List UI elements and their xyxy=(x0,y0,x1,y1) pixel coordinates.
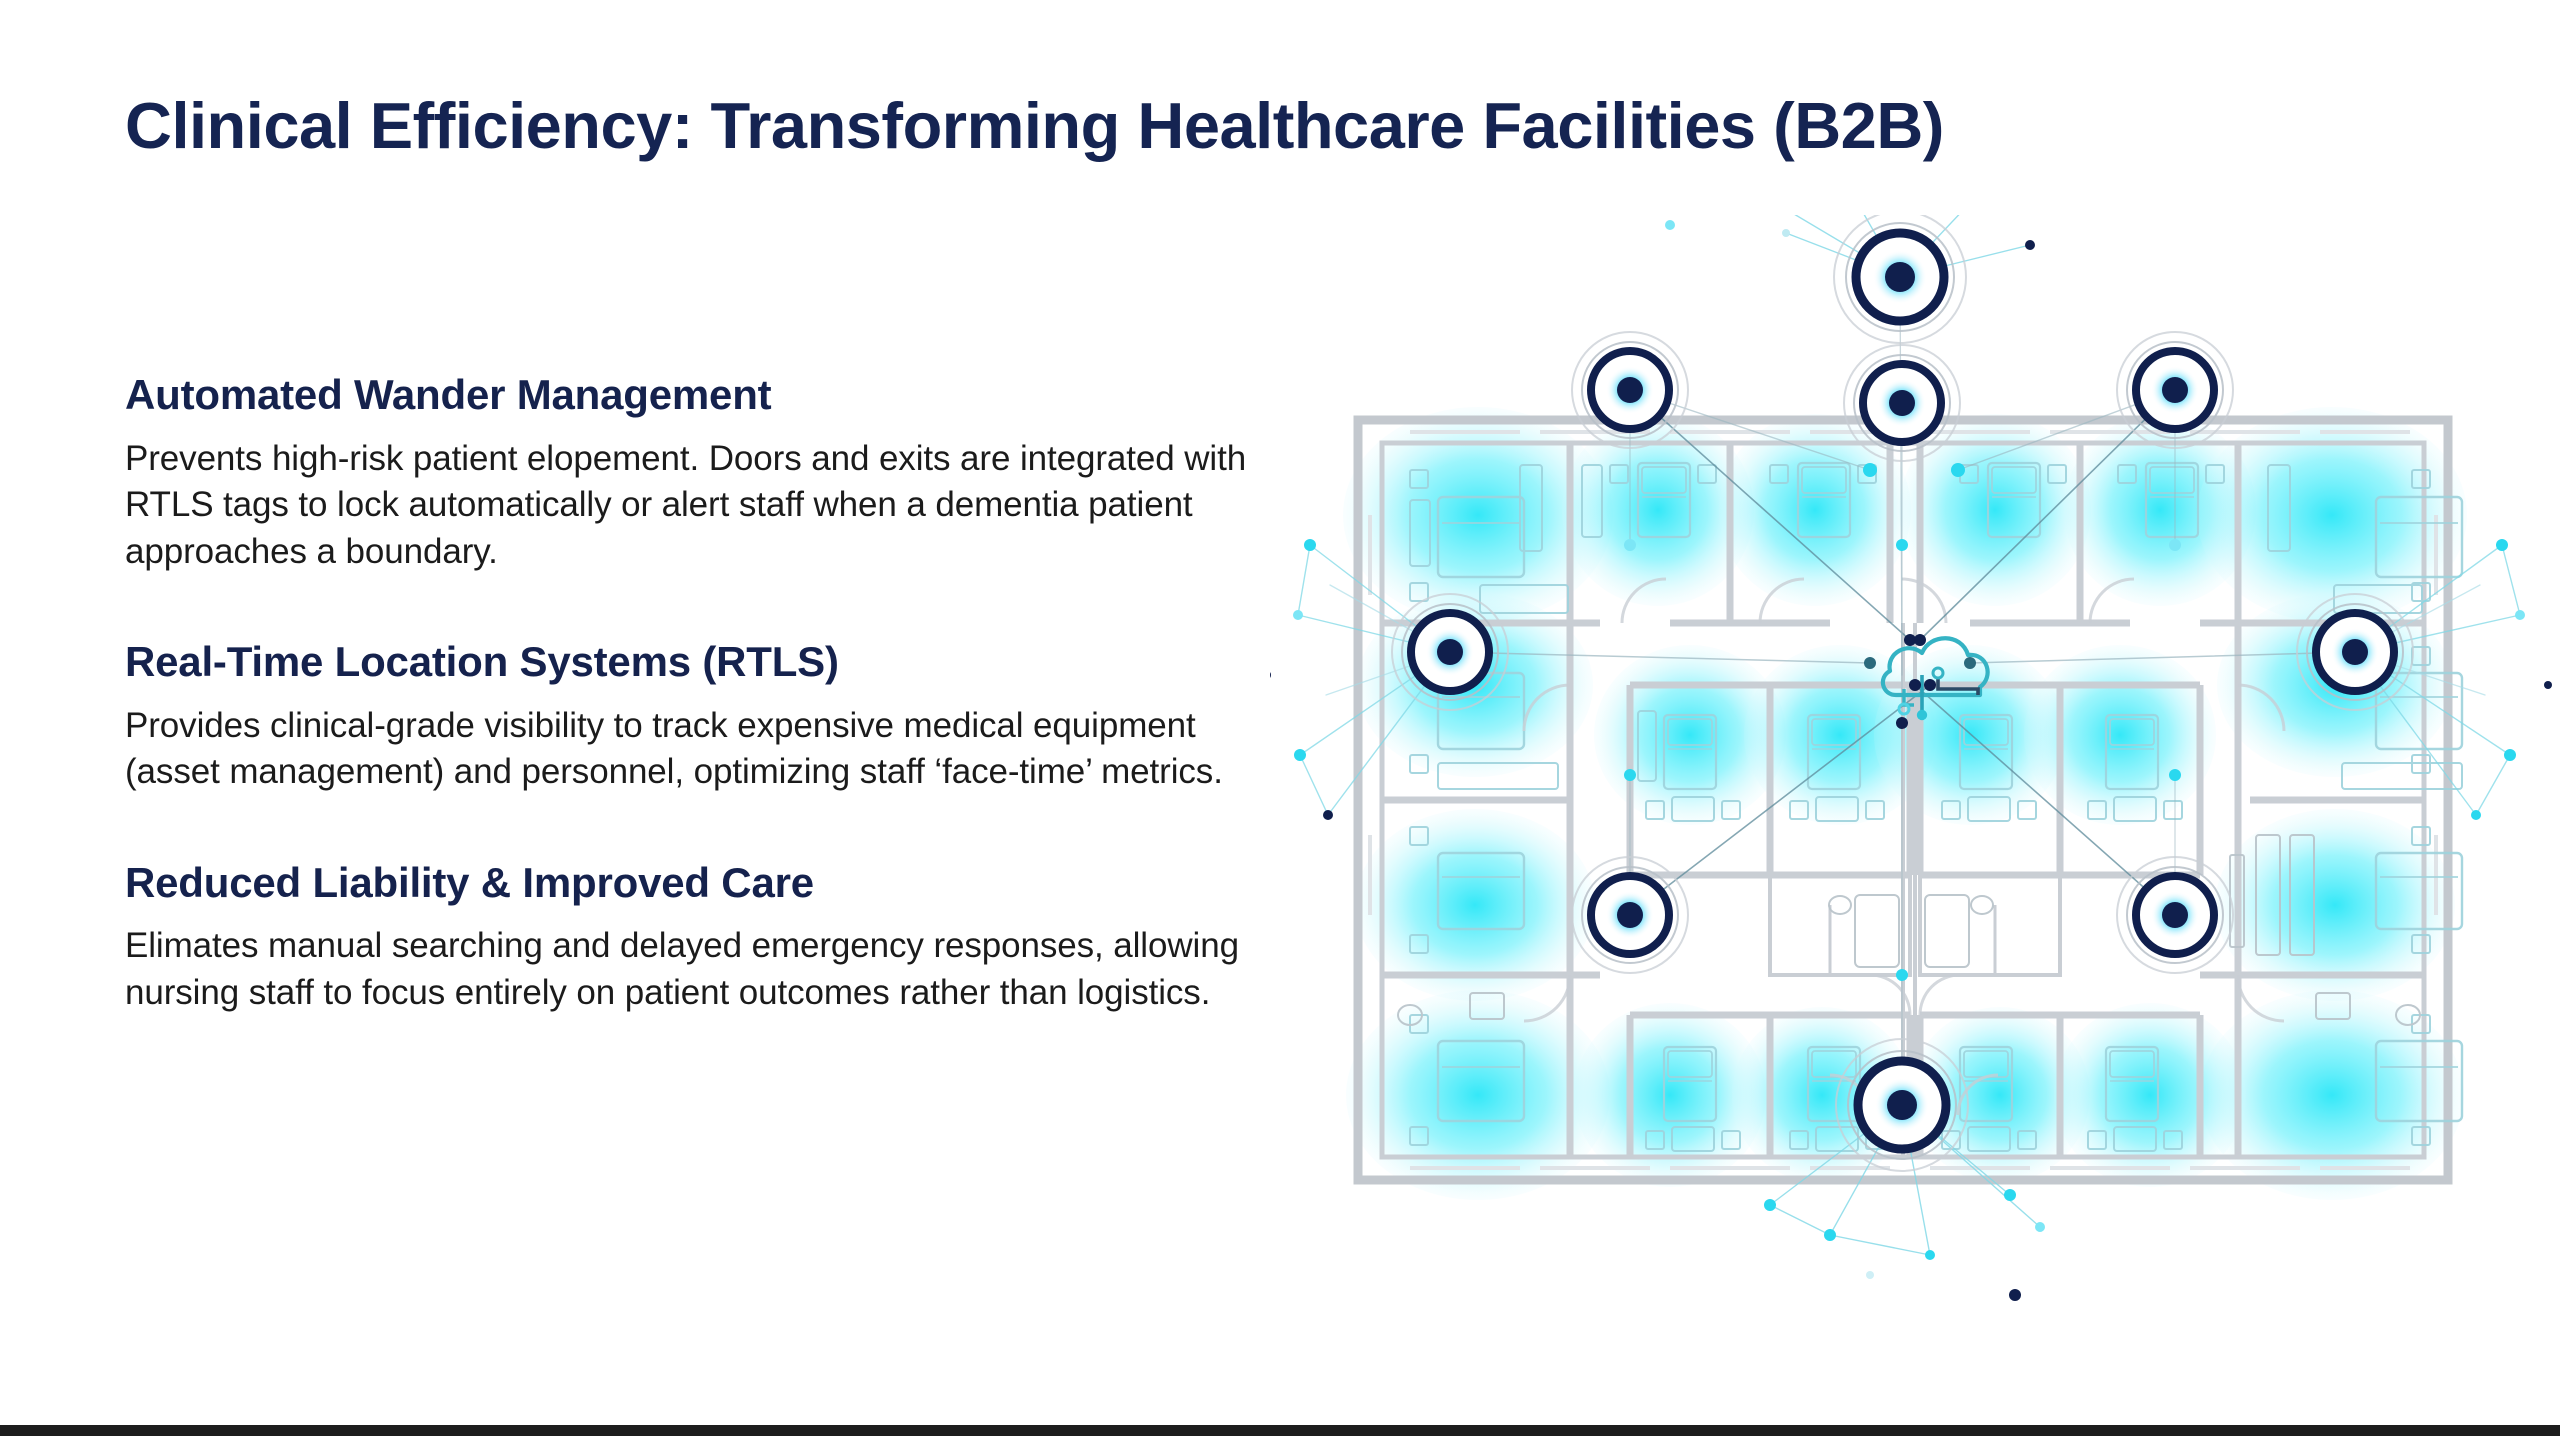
beacon-lower-right xyxy=(2116,856,2234,974)
rtls-beacon-group xyxy=(1391,215,2414,1172)
feature-item: Automated Wander Management Prevents hig… xyxy=(125,370,1285,575)
beacon-upper-center xyxy=(1843,344,1961,462)
furniture-layer xyxy=(1397,461,2464,1152)
beacon-mid-right xyxy=(2296,593,2414,711)
network-links xyxy=(1297,215,2521,1256)
feature-item: Reduced Liability & Improved Care Elimat… xyxy=(125,858,1285,1017)
page-title: Clinical Efficiency: Transforming Health… xyxy=(125,89,1944,162)
hospital-floorplan-rtls-diagram xyxy=(1270,215,2560,1365)
cloud-icon xyxy=(1880,636,1990,721)
window-mullions xyxy=(1368,430,2438,1170)
feature-heading-liability: Reduced Liability & Improved Care xyxy=(125,858,814,906)
beacon-upper-right xyxy=(2116,331,2234,449)
floorplan-inner-walls xyxy=(1379,440,2427,1160)
beacon-top-center xyxy=(1833,215,1967,344)
feature-body-wander: Prevents high-risk patient elopement. Do… xyxy=(125,438,1247,571)
beacon-lower-left xyxy=(1571,856,1689,974)
feature-heading-rtls: Real-Time Location Systems (RTLS) xyxy=(125,638,839,686)
network-nodes xyxy=(1270,220,2552,1301)
beacon-bottom-center xyxy=(1835,1038,1969,1172)
beacon-upper-left xyxy=(1571,331,1689,449)
feature-list: Automated Wander Management Prevents hig… xyxy=(125,370,1285,1016)
feature-body-liability: Elimates manual searching and delayed em… xyxy=(125,926,1239,1012)
beacon-mid-left xyxy=(1391,593,1509,711)
bottom-bar xyxy=(0,1425,2560,1436)
feature-body-rtls: Provides clinical-grade visibility to tr… xyxy=(125,705,1223,792)
feature-item: Real-Time Location Systems (RTLS) Provid… xyxy=(125,637,1285,796)
feature-heading-wander: Automated Wander Management xyxy=(125,371,772,418)
